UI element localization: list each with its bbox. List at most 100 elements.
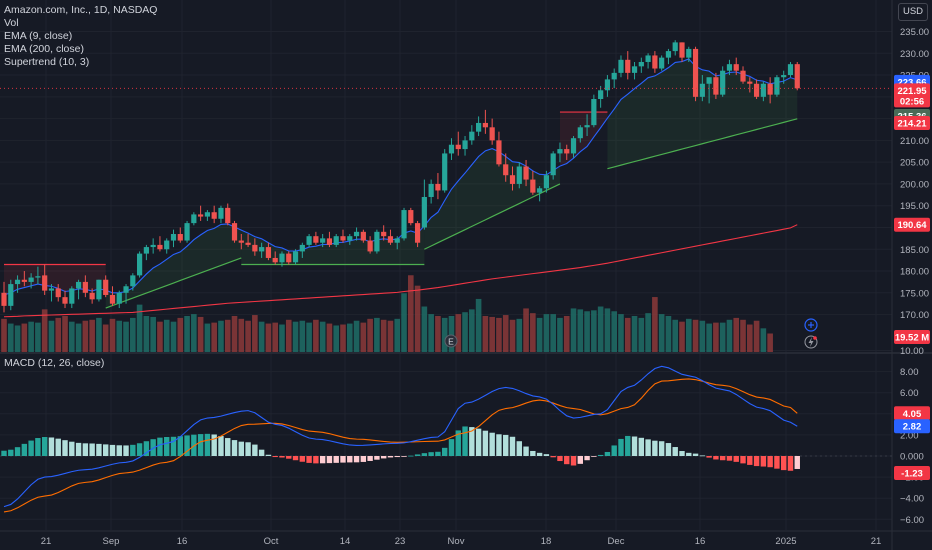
- candle-body: [299, 244, 305, 252]
- macd-histogram-bar: [787, 456, 794, 471]
- macd-histogram-bar: [584, 456, 590, 461]
- candle-body: [496, 140, 502, 165]
- macd-histogram-bar: [631, 436, 638, 456]
- legend-vol[interactable]: Vol: [4, 17, 19, 29]
- macd-histogram-bar: [313, 456, 319, 464]
- candle-body: [421, 196, 427, 228]
- currency-button[interactable]: USD: [898, 3, 928, 21]
- ema200-line: [3, 224, 798, 318]
- macd-histogram-bar: [347, 456, 353, 463]
- candle-body: [767, 83, 773, 95]
- candle-body: [489, 127, 495, 141]
- volume-bar: [299, 320, 306, 352]
- macd-histogram-bar: [462, 426, 468, 456]
- volume-bar: [719, 322, 726, 352]
- candle-body: [170, 234, 177, 241]
- volume-bar: [435, 316, 441, 352]
- macd-histogram-bar: [740, 456, 746, 464]
- macd-histogram-bar: [218, 436, 224, 456]
- candle-body: [204, 212, 210, 217]
- volume-bar: [482, 316, 489, 352]
- macd-tick-label: 8.00: [900, 367, 919, 378]
- volume-bar: [245, 320, 251, 352]
- candle-body: [631, 66, 638, 73]
- legend-supertrend[interactable]: Supertrend (10, 3): [4, 56, 90, 68]
- price-badges: 223.66221.9502:56215.36214.21190.6419.52…: [894, 74, 930, 480]
- volume-bar: [75, 323, 82, 352]
- macd-histogram-bar: [658, 441, 665, 456]
- plus-circle-icon[interactable]: [804, 318, 818, 332]
- volume-bar: [170, 321, 177, 352]
- candle-body: [523, 166, 529, 180]
- macd-histogram-bar: [760, 456, 767, 467]
- candle-body: [191, 214, 197, 224]
- candle-body: [598, 90, 604, 100]
- volume-bar: [672, 319, 679, 352]
- candle-body: [62, 297, 68, 304]
- macd-histogram-bar: [455, 430, 461, 456]
- candle-body: [218, 207, 224, 219]
- volume-bar: [387, 320, 394, 352]
- volume-bar: [21, 323, 28, 352]
- candle-body: [8, 284, 14, 306]
- volume-bar: [509, 319, 516, 352]
- price-tick-label: 195.00: [900, 201, 929, 212]
- candle-body: [537, 188, 543, 193]
- legend-ema200[interactable]: EMA (200, close): [4, 43, 84, 55]
- price-tick-label: 200.00: [900, 179, 929, 190]
- legend-ema9[interactable]: EMA (9, close): [4, 30, 73, 42]
- macd-histogram-bar: [299, 456, 306, 462]
- macd-histogram-bar: [570, 456, 577, 466]
- candle-body: [448, 144, 455, 154]
- volume-bar: [733, 317, 740, 352]
- ema9-value-badge: 223.66: [897, 77, 926, 88]
- volume-bars: [1, 275, 773, 352]
- candles: [1, 40, 800, 313]
- macd-histogram-bar: [374, 456, 380, 460]
- legend-title[interactable]: Amazon.com, Inc., 1D, NASDAQ: [4, 4, 158, 16]
- volume-bar: [652, 297, 658, 352]
- macd-histogram-bar: [530, 450, 536, 456]
- volume-bar: [231, 316, 238, 352]
- macd-histogram-bar: [41, 437, 48, 456]
- candle-body: [320, 238, 326, 243]
- volume-bar: [197, 316, 204, 352]
- volume-bar: [475, 298, 482, 352]
- macd-histogram-bar: [557, 456, 563, 462]
- candle-body: [543, 175, 549, 189]
- volume-bar: [618, 314, 624, 352]
- legend-macd[interactable]: MACD (12, 26, close): [4, 357, 105, 369]
- macd-histogram-bar: [442, 447, 448, 456]
- lightning-icon[interactable]: [804, 335, 818, 349]
- volume-bar: [319, 321, 326, 352]
- macd-histogram-bar: [794, 456, 800, 469]
- macd-histogram-bar: [164, 437, 170, 456]
- earnings-marker[interactable]: E: [444, 334, 458, 348]
- macd-histogram-bar: [89, 443, 95, 456]
- volume-bar: [699, 320, 706, 352]
- macd-histogram-bar: [713, 456, 719, 460]
- macd-histogram-bar: [62, 440, 68, 456]
- macd-histogram-bar: [665, 443, 672, 456]
- macd-histogram-bar: [686, 452, 692, 456]
- macd-histogram-bar: [150, 439, 156, 456]
- volume-bar: [184, 316, 190, 352]
- macd-histogram-bar: [225, 438, 231, 456]
- candle-body: [476, 122, 482, 132]
- candle-body: [509, 175, 516, 184]
- candle-body: [28, 277, 34, 282]
- ema9-line: [3, 58, 798, 296]
- candle-body: [48, 288, 55, 291]
- candle-body: [564, 149, 570, 154]
- macd-histogram-bar: [652, 440, 658, 456]
- volume-bar: [516, 318, 523, 352]
- macd-histogram-bar: [543, 454, 550, 456]
- volume-bar: [285, 319, 292, 352]
- macd-histogram-bar: [387, 456, 394, 458]
- macd-histogram-bar: [435, 451, 441, 456]
- volume-value-badge-bg: [894, 330, 930, 344]
- volume-bar: [374, 317, 380, 352]
- macd-histogram-bar: [401, 456, 407, 457]
- volume-bar: [7, 323, 14, 352]
